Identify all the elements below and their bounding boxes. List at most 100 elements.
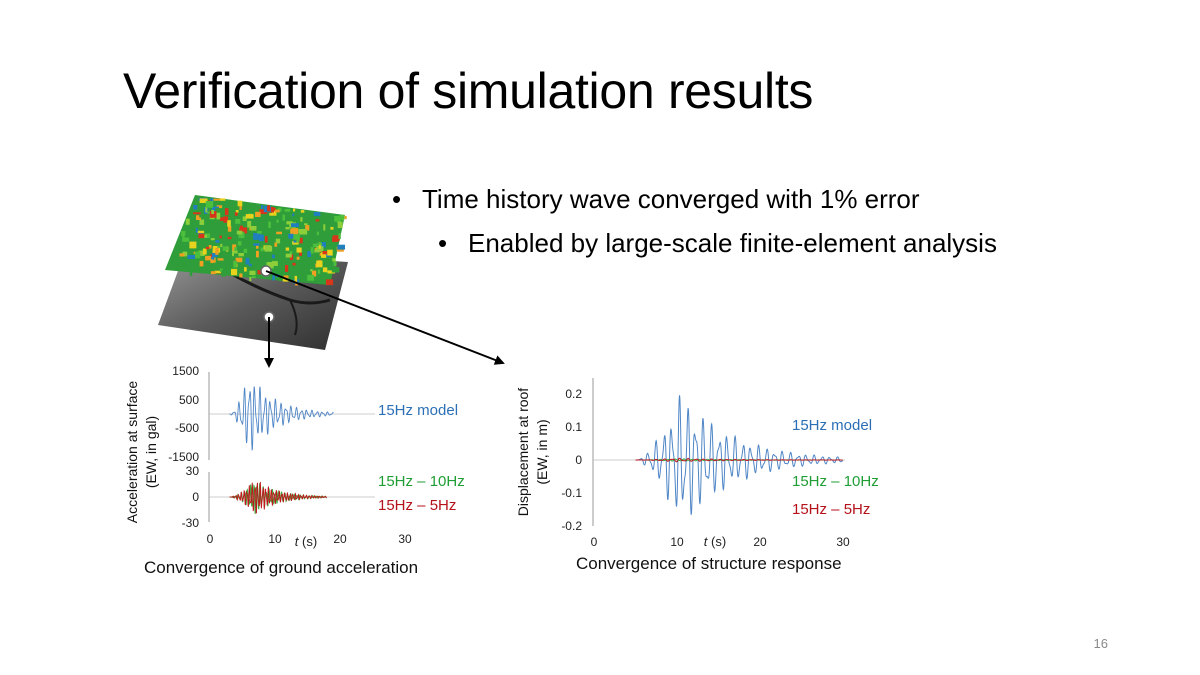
- legend-15-10: 15Hz – 10Hz: [378, 473, 465, 490]
- series-line-15hz-5hz: [635, 457, 843, 463]
- building-block: [259, 234, 264, 242]
- building-block: [296, 247, 302, 253]
- building-block: [289, 251, 293, 255]
- building-block: [286, 264, 293, 270]
- building-block: [264, 245, 273, 252]
- building-block: [267, 262, 274, 269]
- building-block: [227, 236, 232, 240]
- building-block: [294, 275, 298, 282]
- building-block: [269, 254, 274, 257]
- building-block: [179, 253, 185, 257]
- y-tick-label: 30: [186, 464, 200, 478]
- legend-model: 15Hz model: [378, 402, 458, 419]
- arrow-to-structure-chart: [265, 270, 505, 365]
- building-block: [237, 200, 243, 207]
- building-block: [185, 218, 190, 225]
- building-block: [198, 233, 205, 239]
- building-block: [259, 209, 268, 215]
- building-block: [293, 240, 298, 243]
- x-tick-label: 10: [670, 535, 684, 549]
- building-block: [227, 220, 231, 227]
- building-block: [189, 270, 193, 277]
- y-tick-label: 500: [179, 393, 199, 407]
- building-block: [238, 231, 245, 239]
- building-block: [215, 247, 219, 255]
- y-axis-label-line2: (EW, in m): [534, 419, 550, 484]
- building-block: [234, 247, 237, 251]
- building-block: [337, 244, 345, 250]
- building-block: [269, 210, 277, 216]
- building-block: [286, 221, 295, 225]
- x-tick-label: 10: [268, 532, 282, 546]
- building-block: [243, 248, 248, 253]
- building-block: [344, 216, 347, 220]
- x-tick-label: 30: [836, 535, 850, 549]
- building-block: [205, 206, 208, 213]
- building-block: [256, 250, 259, 258]
- structure-response-chart: 0.2 0.1 0 -0.1 -0.2 0 10 20 30 t (s) Dis…: [515, 378, 879, 573]
- building-block: [235, 219, 241, 224]
- building-block: [320, 242, 326, 248]
- building-block: [307, 274, 314, 281]
- building-block: [237, 241, 242, 246]
- x-tick-label: 20: [753, 535, 767, 549]
- building-block: [196, 215, 201, 220]
- bullet-dot: •: [392, 184, 402, 214]
- building-block: [257, 270, 261, 275]
- building-block: [198, 250, 205, 256]
- building-block: [220, 202, 228, 209]
- building-block: [325, 279, 334, 286]
- city-model-illustration: [158, 195, 348, 350]
- building-block: [249, 270, 256, 275]
- building-block: [332, 258, 336, 262]
- building-block: [331, 267, 340, 273]
- building-block: [312, 243, 318, 247]
- city-buildings: [179, 197, 347, 286]
- building-block: [292, 216, 301, 223]
- series-line-15hz-model: [229, 386, 334, 452]
- building-block: [301, 263, 304, 269]
- building-block: [253, 233, 260, 240]
- building-block: [326, 245, 334, 250]
- building-block: [189, 241, 197, 249]
- building-block: [337, 221, 343, 229]
- building-block: [212, 257, 216, 263]
- building-block: [210, 271, 216, 275]
- building-block: [221, 202, 229, 206]
- building-block: [253, 243, 260, 246]
- building-block: [285, 253, 292, 258]
- building-block: [199, 260, 204, 267]
- bullet-text-2: Enabled by large-scale finite-element an…: [468, 228, 997, 258]
- building-block: [199, 227, 203, 232]
- building-block: [223, 216, 229, 223]
- building-block: [334, 216, 342, 223]
- building-block: [330, 225, 334, 230]
- building-block: [245, 214, 254, 219]
- building-block: [300, 244, 306, 247]
- building-block: [322, 251, 330, 255]
- building-block: [274, 209, 280, 213]
- building-block: [291, 223, 299, 227]
- building-block: [207, 260, 211, 264]
- legend-15-5: 15Hz – 5Hz: [792, 501, 870, 518]
- model-wave-group: [229, 386, 334, 452]
- building-block: [323, 224, 326, 231]
- building-block: [315, 219, 320, 222]
- building-block: [243, 209, 250, 213]
- chart-caption: Convergence of structure response: [576, 554, 842, 573]
- building-block: [257, 238, 260, 244]
- building-block: [339, 214, 345, 220]
- building-block: [239, 206, 242, 210]
- building-block: [231, 268, 238, 276]
- building-block: [268, 221, 271, 228]
- building-block: [284, 215, 288, 221]
- building-block: [205, 201, 214, 208]
- bullet-item-1: • Time history wave converged with 1% err…: [392, 184, 920, 215]
- building-block: [267, 205, 271, 212]
- building-block: [244, 267, 247, 272]
- building-block: [260, 247, 264, 252]
- building-block: [305, 225, 310, 231]
- building-block: [235, 257, 243, 263]
- y-tick-label: 0.2: [565, 387, 582, 401]
- building-block: [210, 238, 215, 241]
